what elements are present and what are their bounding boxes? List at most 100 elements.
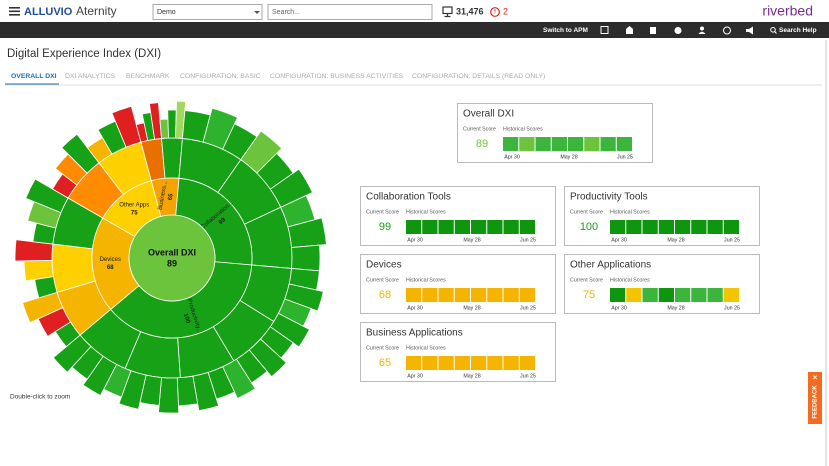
history-bar bbox=[504, 356, 519, 370]
history-date: May 28 bbox=[667, 305, 684, 311]
user-icon[interactable] bbox=[700, 27, 704, 31]
history-bar bbox=[691, 220, 706, 234]
card-title: Collaboration Tools bbox=[366, 192, 451, 203]
search-placeholder: Search... bbox=[272, 9, 300, 16]
device-count[interactable]: 31,476 bbox=[456, 6, 484, 16]
segment-name: Devices bbox=[100, 257, 121, 263]
history-bar bbox=[691, 288, 706, 302]
feedback-label: FEEDBACK bbox=[813, 385, 819, 419]
history-bar bbox=[536, 137, 551, 151]
feedback-close[interactable]: ✕ bbox=[812, 375, 817, 382]
sunburst-ring3-segment[interactable] bbox=[160, 119, 169, 138]
history-date: May 28 bbox=[463, 373, 480, 379]
current-score: 75 bbox=[583, 289, 595, 301]
current-score: 89 bbox=[476, 138, 488, 150]
switch-apm[interactable]: Switch to APM bbox=[543, 27, 588, 34]
history-bar bbox=[455, 356, 470, 370]
history-date: May 28 bbox=[560, 154, 577, 160]
history-bar bbox=[471, 220, 486, 234]
history-bar bbox=[439, 288, 454, 302]
history-bar bbox=[406, 220, 421, 234]
history-label: Historical Scores bbox=[610, 277, 650, 283]
history-date: Apr 30 bbox=[407, 373, 423, 379]
score-card[interactable]: Collaboration ToolsCurrent ScoreHistoric… bbox=[361, 187, 556, 246]
score-card[interactable]: Overall DXICurrent ScoreHistorical Score… bbox=[458, 104, 653, 163]
tab[interactable]: CONFIGURATION: BUSINESS ACTIVITIES bbox=[270, 73, 404, 80]
card-title: Other Applications bbox=[570, 260, 651, 271]
page-title: Digital Experience Index (DXI) bbox=[7, 48, 161, 60]
history-bar bbox=[520, 288, 535, 302]
score-card[interactable]: Other ApplicationsCurrent ScoreHistorica… bbox=[565, 255, 760, 314]
history-bar bbox=[617, 137, 632, 151]
history-bar bbox=[675, 220, 690, 234]
environment: Demo bbox=[157, 9, 176, 16]
history-bar bbox=[643, 220, 658, 234]
history-bar bbox=[601, 137, 616, 151]
toolbar bbox=[0, 22, 829, 38]
history-bar bbox=[406, 356, 421, 370]
history-bar bbox=[504, 220, 519, 234]
card-title: Productivity Tools bbox=[570, 192, 648, 203]
history-label: Historical Scores bbox=[406, 209, 446, 215]
history-bar bbox=[471, 288, 486, 302]
center-label: Overall DXI bbox=[148, 247, 196, 257]
segment-name: Other Apps bbox=[119, 202, 149, 208]
tab[interactable]: CONFIGURATION: BASIC bbox=[180, 73, 261, 80]
tab[interactable]: CONFIGURATION: DETAILS (READ ONLY) bbox=[412, 73, 545, 80]
history-bar bbox=[455, 220, 470, 234]
history-bar bbox=[439, 356, 454, 370]
current-score: 68 bbox=[379, 289, 391, 301]
history-date: May 28 bbox=[667, 237, 684, 243]
score-card[interactable]: Business Applications Current Score Histor… bbox=[361, 323, 556, 382]
search-help[interactable]: Search Help bbox=[779, 27, 817, 34]
history-bar bbox=[610, 220, 625, 234]
current-score-label: Current Score bbox=[366, 345, 399, 351]
current-score-label: Current Score bbox=[366, 277, 399, 283]
history-bar bbox=[520, 220, 535, 234]
history-bar bbox=[487, 356, 502, 370]
sunburst-ring3-segment[interactable] bbox=[158, 378, 178, 413]
score-card[interactable]: DevicesCurrent ScoreHistorical Scores68A… bbox=[361, 255, 556, 314]
history-date: Apr 30 bbox=[504, 154, 520, 160]
history-label: Historical Scores bbox=[406, 277, 446, 283]
history-bar bbox=[520, 356, 535, 370]
history-date: Jun 25 bbox=[520, 305, 536, 311]
history-date: Jun 25 bbox=[724, 237, 740, 243]
settings-icon[interactable] bbox=[675, 27, 682, 34]
history-bar bbox=[626, 220, 641, 234]
tab[interactable]: DXI ANALYTICS bbox=[65, 73, 116, 80]
history-bar bbox=[643, 288, 658, 302]
menu-icon[interactable] bbox=[9, 7, 20, 16]
current-score: 99 bbox=[379, 221, 391, 233]
history-bar bbox=[584, 137, 599, 151]
history-date: Jun 25 bbox=[724, 305, 740, 311]
score-card[interactable]: Productivity ToolsCurrent ScoreHistorica… bbox=[565, 187, 760, 246]
card-title: Devices bbox=[366, 260, 402, 271]
history-bar bbox=[471, 356, 486, 370]
card-title: Overall DXI bbox=[463, 109, 514, 120]
history-bar bbox=[659, 220, 674, 234]
history-bar bbox=[422, 288, 437, 302]
history-date: May 28 bbox=[463, 305, 480, 311]
history-bar bbox=[724, 220, 739, 234]
history-bar bbox=[519, 137, 534, 151]
history-date: Apr 30 bbox=[407, 237, 423, 243]
vendor-logo: riverbed bbox=[762, 3, 813, 19]
history-bar bbox=[406, 288, 421, 302]
history-bar bbox=[568, 137, 583, 151]
history-bar bbox=[708, 288, 723, 302]
sunburst-ring3-segment[interactable] bbox=[168, 110, 177, 138]
card-title: Business Applications bbox=[366, 328, 463, 339]
tab[interactable]: OVERALL DXI bbox=[11, 73, 57, 80]
tab[interactable]: BENCHMARK bbox=[126, 73, 170, 80]
history-bar bbox=[610, 288, 625, 302]
history-bar bbox=[455, 288, 470, 302]
dashboard-icon[interactable] bbox=[650, 27, 656, 34]
alert-count[interactable]: 2 bbox=[503, 6, 508, 16]
segment-score: 75 bbox=[131, 210, 138, 216]
history-label: Historical Scores bbox=[406, 345, 446, 351]
sunburst-ring3-segment[interactable] bbox=[292, 245, 320, 271]
history-bar bbox=[552, 137, 567, 151]
